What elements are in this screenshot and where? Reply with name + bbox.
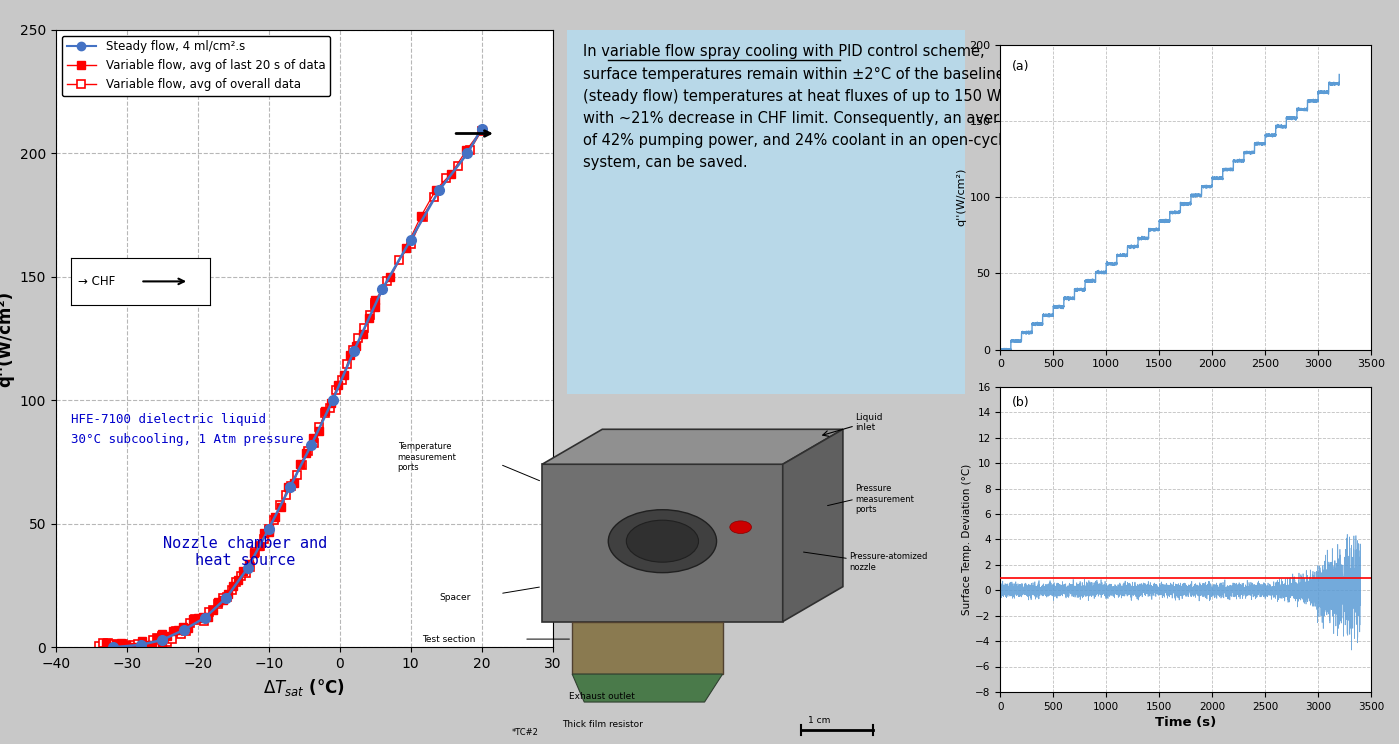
Text: 1 cm: 1 cm [807,716,830,725]
Text: Test section: Test section [422,635,476,644]
Text: *TC#2: *TC#2 [512,728,539,737]
X-axis label: $\Delta T_{sat}$ (°C): $\Delta T_{sat}$ (°C) [263,676,346,698]
X-axis label: Time (s): Time (s) [1156,716,1216,729]
Polygon shape [783,429,842,622]
Polygon shape [572,622,722,674]
Y-axis label: q''(W/cm²): q''(W/cm²) [0,290,14,387]
Text: Liquid
inlet: Liquid inlet [855,413,883,432]
Text: HFE-7100 dielectric liquid
30°C subcooling, 1 Atm pressure: HFE-7100 dielectric liquid 30°C subcooli… [71,413,304,446]
Text: Nozzle chamber and
heat source: Nozzle chamber and heat source [162,536,327,568]
Polygon shape [541,429,842,464]
Polygon shape [541,464,783,622]
Circle shape [730,521,751,533]
Y-axis label: q''(W/cm²): q''(W/cm²) [957,168,967,226]
Circle shape [627,520,698,562]
Text: Pressure
measurement
ports: Pressure measurement ports [855,484,914,514]
Text: Thick film resistor: Thick film resistor [562,719,642,728]
Circle shape [609,510,716,573]
Text: Exhaust outlet: Exhaust outlet [569,692,635,701]
Y-axis label: Surface Temp. Deviation (°C): Surface Temp. Deviation (°C) [963,464,972,615]
Legend: Steady flow, 4 ml/cm².s, Variable flow, avg of last 20 s of data, Variable flow,: Steady flow, 4 ml/cm².s, Variable flow, … [62,36,330,96]
Text: (a): (a) [1011,60,1028,73]
Text: (b): (b) [1011,396,1030,409]
Text: Pressure-atomized
nozzle: Pressure-atomized nozzle [849,553,928,572]
Text: Temperature
measurement
ports: Temperature measurement ports [397,443,456,472]
Text: Spacer: Spacer [439,593,471,602]
Text: In variable flow spray cooling with PID control scheme,
surface temperatures rem: In variable flow spray cooling with PID … [582,45,1034,170]
Polygon shape [572,674,722,702]
